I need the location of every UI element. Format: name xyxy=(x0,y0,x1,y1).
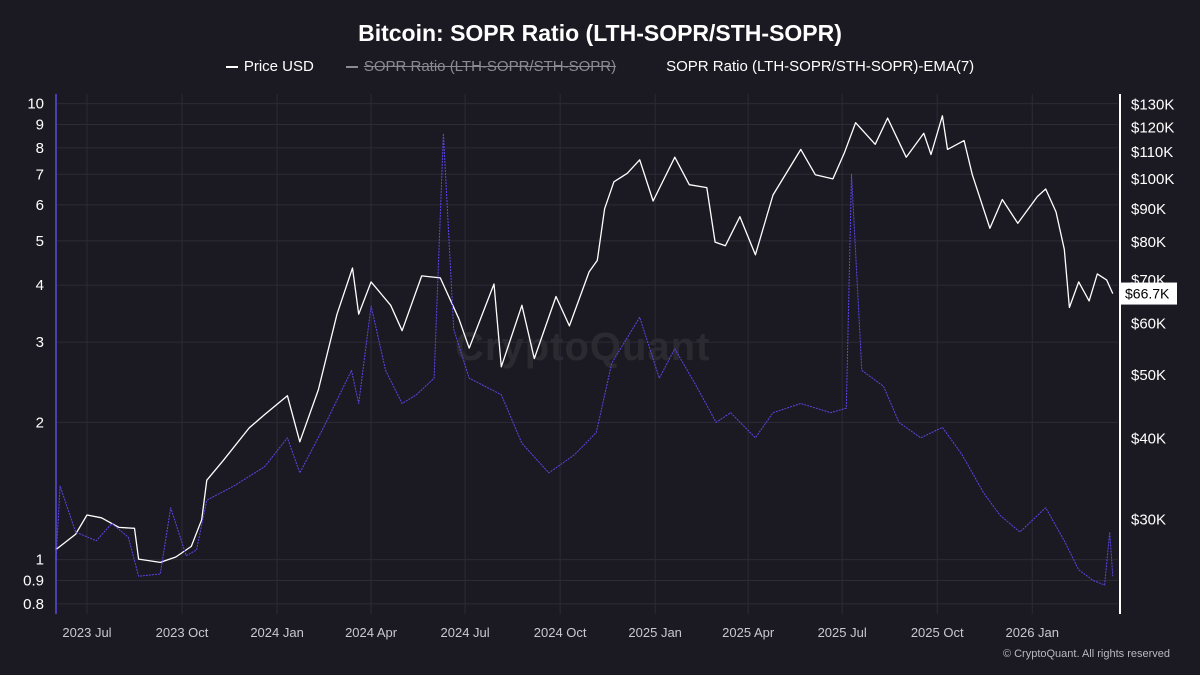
y-left-tick-label: 7 xyxy=(36,166,44,183)
legend: Price USD SOPR Ratio (LTH-SOPR/STH-SOPR)… xyxy=(0,58,1200,75)
legend-item-sopr-ema[interactable]: SOPR Ratio (LTH-SOPR/STH-SOPR)-EMA(7) xyxy=(648,58,974,75)
price-badge-box xyxy=(1121,282,1177,305)
y-left-tick-label: 10 xyxy=(27,96,44,113)
x-tick-label: 2025 Apr xyxy=(722,625,775,640)
y-right-tick-label: $100K xyxy=(1131,171,1174,188)
y-left-tick-label: 8 xyxy=(36,140,44,157)
copyright: © CryptoQuant. All rights reserved xyxy=(1002,648,1170,660)
x-tick-label: 2025 Jul xyxy=(818,625,867,640)
series-line-sopr-ema xyxy=(55,133,1114,586)
y-right-tick-label: $130K xyxy=(1131,97,1174,114)
y-left-tick-label: 6 xyxy=(36,197,44,214)
y-left-tick-label: 9 xyxy=(36,117,44,134)
legend-item-sopr-ratio[interactable]: SOPR Ratio (LTH-SOPR/STH-SOPR) xyxy=(345,58,617,75)
y-right-tick-label: $60K xyxy=(1131,316,1166,333)
y-left-tick-label: 2 xyxy=(36,414,44,431)
x-tick-label: 2024 Apr xyxy=(345,625,398,640)
y-right-tick-label: $40K xyxy=(1131,430,1166,447)
series-layer xyxy=(55,115,1114,586)
x-tick-label: 2023 Oct xyxy=(156,625,209,640)
axes: 0.8 0.9 1 2 3 4 5 6 7 8 9 10 2023 Jul 2023 Oct 2024 Ja… xyxy=(23,94,1174,640)
legend-label-sopr-ratio: SOPR Ratio (LTH-SOPR/STH-SOPR) xyxy=(363,58,617,75)
y-left-tick-label: 3 xyxy=(36,334,44,351)
y-right-tick-label: $80K xyxy=(1131,234,1166,251)
chart-title: Bitcoin: SOPR Ratio (LTH-SOPR/STH-SOPR) xyxy=(358,20,842,46)
legend-label-sopr-ema: SOPR Ratio (LTH-SOPR/STH-SOPR)-EMA(7) xyxy=(666,58,975,75)
y-right-tick-label: $120K xyxy=(1131,119,1174,136)
legend-swatch-price xyxy=(225,65,238,68)
x-tick-label: 2025 Oct xyxy=(911,625,964,640)
y-right-tick-label: $30K xyxy=(1131,512,1166,529)
y-left-tick-label: 5 xyxy=(36,233,44,250)
x-tick-label: 2023 Jul xyxy=(62,625,111,640)
y-right-tick-label: $110K xyxy=(1131,144,1173,161)
y-left-tick-label: 0.8 xyxy=(23,596,44,613)
price-badge: $66.7K xyxy=(1121,282,1177,305)
watermark: CryptoQuant xyxy=(455,325,711,369)
y-right-tick-label: $90K xyxy=(1131,201,1166,218)
legend-item-price[interactable]: Price USD xyxy=(225,58,314,75)
x-tick-label: 2024 Jul xyxy=(441,625,490,640)
x-tick-label: 2024 Jan xyxy=(250,625,304,640)
legend-label-price: Price USD xyxy=(243,58,314,75)
legend-swatch-sopr-ratio xyxy=(345,65,358,68)
x-tick-label: 2025 Jan xyxy=(628,625,682,640)
y-right-tick-label: $50K xyxy=(1131,367,1166,384)
grid xyxy=(56,94,1118,614)
x-tick-label: 2024 Oct xyxy=(534,625,587,640)
x-tick-label: 2026 Jan xyxy=(1006,625,1060,640)
legend-swatch-sopr-ema xyxy=(648,65,661,68)
y-left-tick-label: 1 xyxy=(36,552,44,569)
y-left-tick-label: 4 xyxy=(36,277,44,294)
series-line-price xyxy=(55,115,1114,564)
y-left-tick-label: 0.9 xyxy=(23,573,44,590)
price-badge-text: $66.7K xyxy=(1125,286,1170,302)
